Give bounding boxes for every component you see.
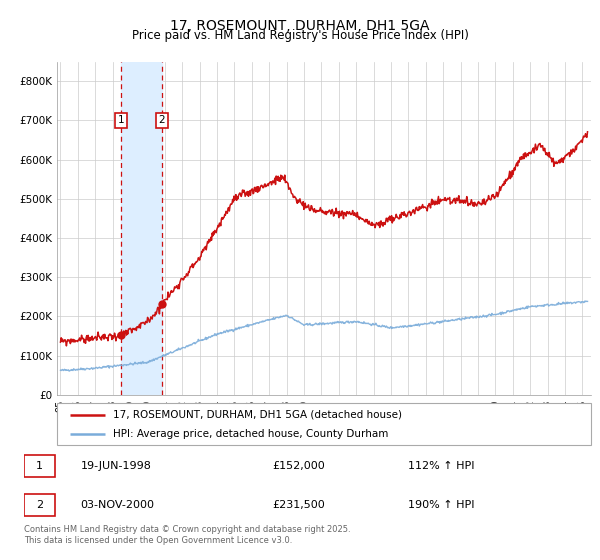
Text: 2: 2 xyxy=(159,115,166,125)
Text: 19-JUN-1998: 19-JUN-1998 xyxy=(80,461,151,471)
Text: £152,000: £152,000 xyxy=(272,461,325,471)
Text: 17, ROSEMOUNT, DURHAM, DH1 5GA (detached house): 17, ROSEMOUNT, DURHAM, DH1 5GA (detached… xyxy=(113,409,402,419)
Text: 2: 2 xyxy=(35,500,43,510)
Text: £231,500: £231,500 xyxy=(272,500,325,510)
FancyBboxPatch shape xyxy=(24,494,55,516)
Text: 17, ROSEMOUNT, DURHAM, DH1 5GA: 17, ROSEMOUNT, DURHAM, DH1 5GA xyxy=(170,19,430,33)
Text: Contains HM Land Registry data © Crown copyright and database right 2025.
This d: Contains HM Land Registry data © Crown c… xyxy=(24,525,350,545)
Text: HPI: Average price, detached house, County Durham: HPI: Average price, detached house, Coun… xyxy=(113,429,388,439)
FancyBboxPatch shape xyxy=(24,455,55,477)
Text: 1: 1 xyxy=(118,115,124,125)
Text: 190% ↑ HPI: 190% ↑ HPI xyxy=(407,500,474,510)
Text: 112% ↑ HPI: 112% ↑ HPI xyxy=(407,461,474,471)
Bar xyxy=(121,62,162,395)
FancyBboxPatch shape xyxy=(57,403,591,445)
Text: Price paid vs. HM Land Registry's House Price Index (HPI): Price paid vs. HM Land Registry's House … xyxy=(131,29,469,42)
Text: 1: 1 xyxy=(36,461,43,471)
Text: 03-NOV-2000: 03-NOV-2000 xyxy=(80,500,154,510)
